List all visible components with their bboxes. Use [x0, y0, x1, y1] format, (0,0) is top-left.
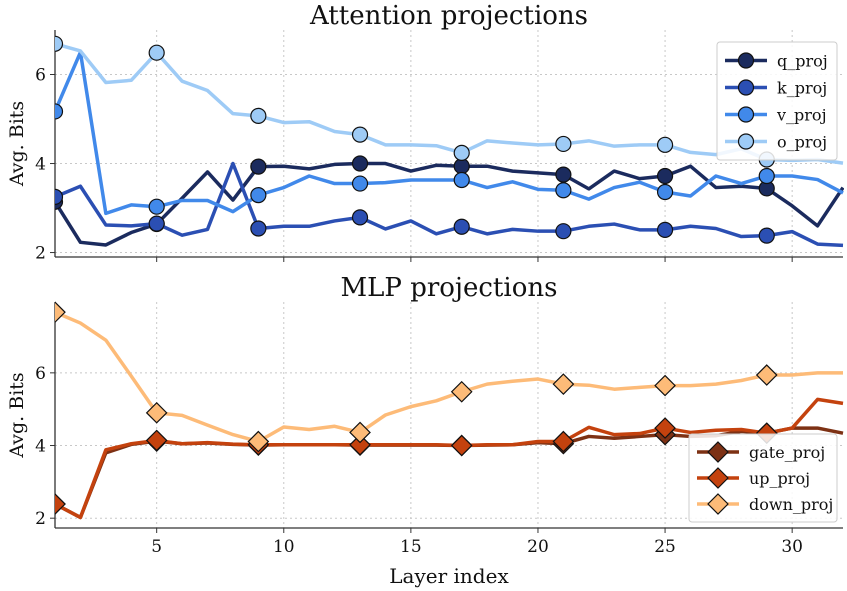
y-axis-label: Avg. Bits: [6, 101, 28, 187]
legend-item-v_proj: v_proj: [725, 106, 827, 125]
data-point-k_proj: [453, 218, 470, 235]
data-point-v_proj: [55, 103, 64, 120]
series-line-v_proj: [55, 50, 844, 216]
y-tick-label: 4: [35, 155, 46, 175]
subplot-2: 5 10 15 20 25 30 2 4 6 MLP projections Avg. Bits La…: [6, 273, 844, 588]
y-tick-label: 6: [35, 66, 46, 86]
series-v_proj: [55, 50, 844, 216]
data-point-q_proj: [453, 158, 470, 175]
legend-item-o_proj: o_proj: [725, 133, 827, 152]
legend-marker: [707, 493, 729, 515]
series-line-q_proj: [55, 161, 844, 247]
data-point-k_proj: [250, 220, 267, 237]
data-point-down_proj: [755, 364, 778, 386]
legend: gate_proj up_proj down_proj: [688, 433, 838, 523]
y-tick-label: 6: [35, 364, 46, 384]
legend-label: down_proj: [749, 495, 833, 514]
data-point-down_proj: [450, 380, 473, 403]
data-point-k_proj: [148, 215, 165, 232]
data-point-v_proj: [250, 187, 267, 204]
data-point-down_proj: [349, 421, 371, 444]
data-point-o_proj: [148, 44, 165, 61]
legend-marker: [707, 441, 729, 463]
data-point-q_proj: [656, 167, 674, 185]
y-tick-label: 4: [35, 437, 46, 457]
legend-item-k_proj: k_proj: [725, 79, 827, 98]
data-point-o_proj: [453, 144, 470, 161]
legend-marker: [737, 79, 755, 96]
data-point-down_proj: [145, 401, 168, 424]
data-point-down_proj: [55, 301, 66, 324]
legend-label: v_proj: [776, 106, 827, 125]
data-point-v_proj: [453, 171, 470, 189]
legend-frame: [716, 41, 838, 161]
data-point-q_proj: [555, 166, 572, 183]
y-tick-label: 2: [35, 509, 46, 529]
series-line-k_proj: [55, 161, 844, 248]
chart-title: MLP projections: [341, 273, 558, 303]
data-point-up_proj: [349, 433, 371, 456]
data-point-v_proj: [148, 198, 165, 215]
data-point-o_proj: [351, 126, 369, 143]
y-tick-label: 2: [35, 244, 46, 264]
series-line-o_proj: [55, 42, 844, 165]
data-point-k_proj: [55, 188, 64, 206]
data-point-up_proj: [552, 430, 575, 453]
x-tick-label: 15: [400, 537, 422, 557]
legend-marker: [737, 133, 755, 150]
legend-item-q_proj: q_proj: [725, 52, 828, 71]
series-o_proj: [55, 35, 844, 168]
series-line-up_proj: [55, 397, 844, 520]
legend-marker: [707, 467, 729, 489]
legend-frame: [688, 433, 838, 523]
x-tick-label: 30: [781, 537, 803, 557]
legend-label: gate_proj: [749, 443, 825, 462]
data-point-o_proj: [55, 35, 64, 52]
x-tick-label: 10: [273, 537, 295, 557]
data-point-v_proj: [656, 183, 674, 201]
x-tick-label: 5: [151, 537, 162, 557]
data-point-down_proj: [247, 430, 270, 453]
data-point-v_proj: [758, 167, 775, 185]
subplot-1: 2 4 6 Attention projections Avg. Bits q_projk…: [6, 1, 844, 264]
data-point-o_proj: [656, 136, 674, 153]
legend: q_proj k_proj v_proj o_proj: [716, 41, 838, 161]
plot-area: [55, 35, 844, 248]
data-point-up_proj: [145, 429, 168, 452]
series-down_proj: [55, 301, 843, 453]
legend-label: q_proj: [777, 52, 828, 71]
chart-title: Attention projections: [309, 1, 588, 31]
x-tick-label: 20: [527, 537, 549, 557]
legend-label: o_proj: [777, 133, 827, 152]
x-tick-label: 25: [654, 537, 676, 557]
series-line-down_proj: [55, 310, 843, 444]
data-point-o_proj: [555, 135, 572, 153]
legend-marker: [737, 52, 755, 69]
legend-item-up_proj: up_proj: [697, 467, 810, 489]
series-k_proj: [55, 161, 844, 248]
data-point-up_proj: [55, 493, 66, 515]
data-point-k_proj: [656, 221, 674, 238]
data-point-k_proj: [555, 223, 572, 240]
legend-label: up_proj: [749, 469, 810, 488]
legend-marker: [737, 106, 755, 123]
data-point-v_proj: [555, 182, 572, 199]
data-point-k_proj: [351, 209, 369, 226]
y-axis-label: Avg. Bits: [6, 372, 28, 458]
legend-item-gate_proj: gate_proj: [697, 441, 825, 463]
data-point-down_proj: [654, 374, 676, 397]
data-point-q_proj: [351, 155, 369, 172]
legend-label: k_proj: [777, 79, 827, 98]
data-point-v_proj: [351, 175, 369, 192]
data-point-o_proj: [250, 107, 267, 125]
x-axis-label: Layer index: [389, 564, 509, 588]
data-point-up_proj: [654, 417, 676, 439]
data-point-q_proj: [250, 158, 267, 175]
data-point-up_proj: [450, 434, 473, 457]
legend-item-down_proj: down_proj: [697, 493, 833, 515]
data-point-k_proj: [758, 227, 775, 244]
data-point-down_proj: [552, 373, 575, 395]
